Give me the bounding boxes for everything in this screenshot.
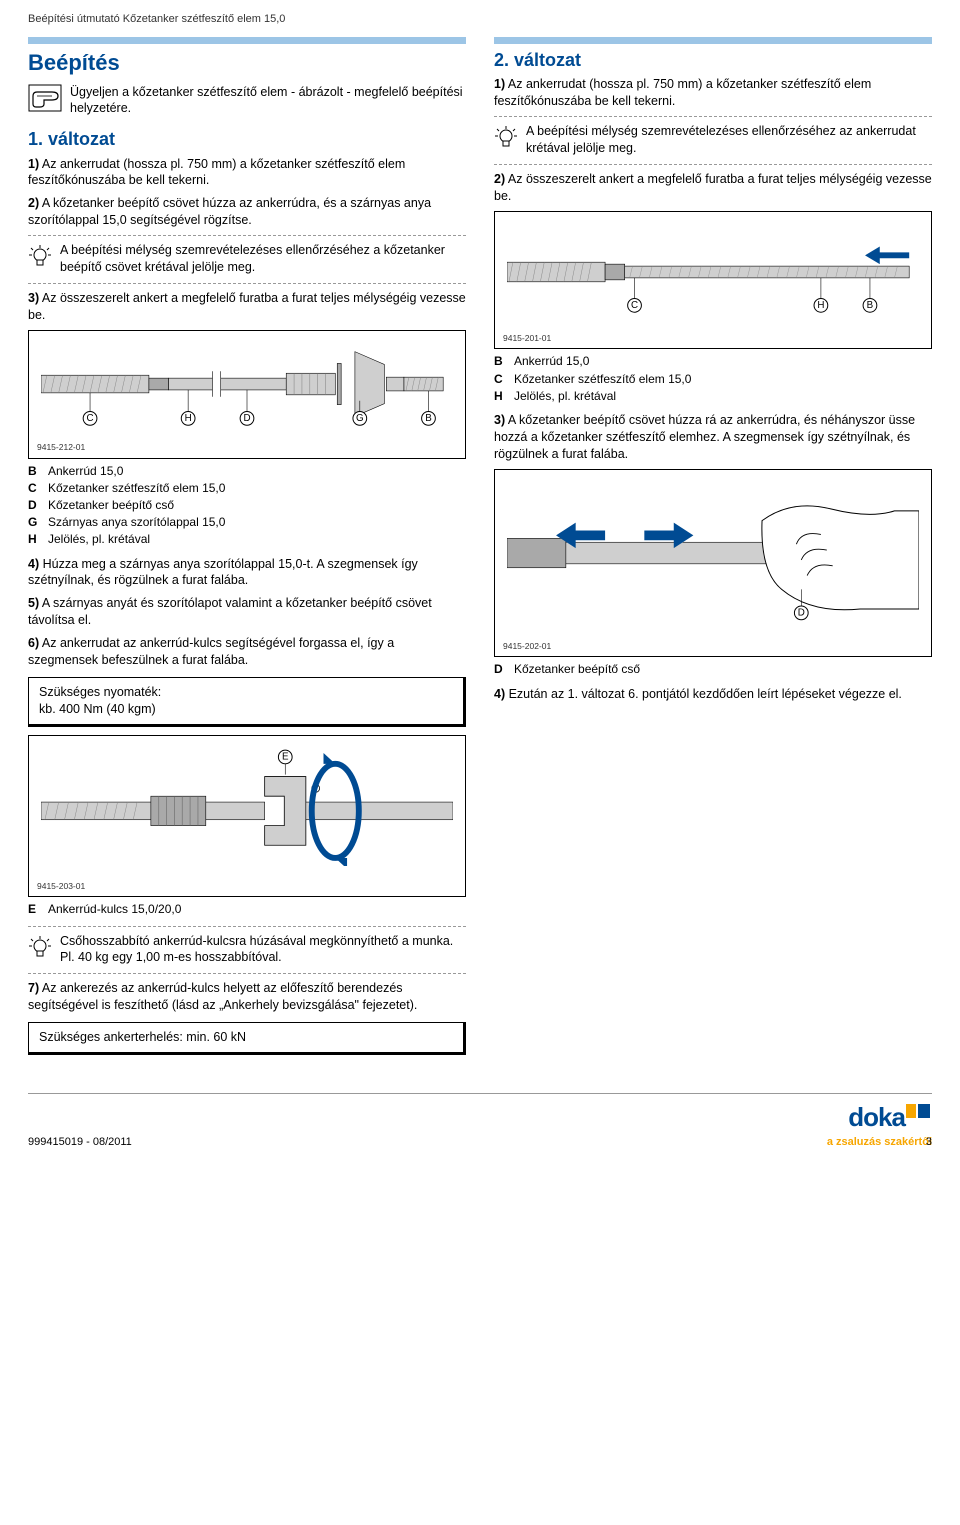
v1-step3: 3) Az összeszerelt ankert a megfelelő fu… [28,290,466,324]
doc-header: Beépítési útmutató Kőzetanker szétfeszít… [28,12,932,27]
legend-212: BAnkerrúd 15,0 CKőzetanker szétfeszítő e… [28,463,466,548]
svg-text:D: D [243,413,250,424]
v2-step2: 2) Az összeszerelt ankert a megfelelő fu… [494,171,932,205]
pointing-hand-icon [28,84,62,117]
variant2-title: 2. változat [494,48,932,72]
svg-text:G: G [356,413,364,424]
hand-text: Ügyeljen a kőzetanker szétfeszítő elem -… [70,84,466,118]
page-number: 3 [926,1135,932,1150]
svg-text:C: C [631,299,638,310]
right-column: 2. változat 1) Az ankerrudat (hossza pl.… [494,37,932,1063]
load-note: Szükséges ankerterhelés: min. 60 kN [28,1022,466,1055]
figure-202: D 9415-202-01 [494,469,932,658]
v1-step6: 6) Az ankerrudat az ankerrúd-kulcs segít… [28,635,466,669]
section-title: Beépítés [28,48,466,78]
page-footer: 999415019 - 08/2011 doka a zsaluzás szak… [28,1093,932,1150]
v1-step1: 1) Az ankerrudat (hossza pl. 750 mm) a k… [28,156,466,190]
legend-202: DKőzetanker beépítő cső [494,661,932,677]
figure-id: 9415-202-01 [503,641,551,652]
torque-note: Szükséges nyomaték: kb. 400 Nm (40 kgm) [28,677,466,727]
svg-text:B: B [425,413,432,424]
svg-text:H: H [817,299,824,310]
v1-step4: 4) Húzza meg a szárnyas anya szorítólapp… [28,556,466,590]
footer-left: 999415019 - 08/2011 [28,1135,132,1150]
blue-bar [28,37,466,44]
v2-step1: 1) Az ankerrudat (hossza pl. 750 mm) a k… [494,76,932,110]
v1-bulb1-text: A beépítési mélység szemrevételezéses el… [60,242,466,276]
blue-bar [494,37,932,44]
legend-201: BAnkerrúd 15,0 CKőzetanker szétfeszítő e… [494,353,932,404]
v1-step2: 2) A kőzetanker beépítő csövet húzza az … [28,195,466,229]
figure-203: E 9415-203-01 [28,735,466,898]
v2-step3: 3) A kőzetanker beépítő csövet húzza rá … [494,412,932,463]
svg-text:B: B [867,299,874,310]
v1-step5: 5) A szárnyas anyát és szorítólapot vala… [28,595,466,629]
figure-212: C H D G B 9415-212-01 [28,330,466,459]
figure-id: 9415-201-01 [503,333,551,344]
v1-step7: 7) Az ankerezés az ankerrúd-kulcs helyet… [28,980,466,1014]
variant1-title: 1. változat [28,127,466,151]
lightbulb-icon [494,125,518,158]
v1-bulb2-text: Csőhosszabbító ankerrúd-kulcsra húzásáva… [60,933,466,967]
v2-step4: 4) Ezután az 1. változat 6. pontjától ke… [494,686,932,703]
svg-text:H: H [185,413,192,424]
left-column: Beépítés Ügyeljen a kőzetanker szétfeszí… [28,37,466,1063]
figure-id: 9415-212-01 [37,442,85,453]
svg-text:C: C [87,413,94,424]
legend-203: EAnkerrúd-kulcs 15,0/20,0 [28,901,466,917]
svg-text:D: D [798,607,805,618]
v2-bulb1-text: A beépítési mélység szemrevételezéses el… [526,123,932,157]
doka-tagline: a zsaluzás szakértői [827,1135,932,1150]
lightbulb-icon [28,244,52,277]
doka-logo: doka [848,1102,905,1132]
lightbulb-icon [28,935,52,968]
figure-id: 9415-203-01 [37,881,85,892]
svg-text:E: E [282,751,289,762]
figure-201: C H B 9415-201-01 [494,211,932,350]
